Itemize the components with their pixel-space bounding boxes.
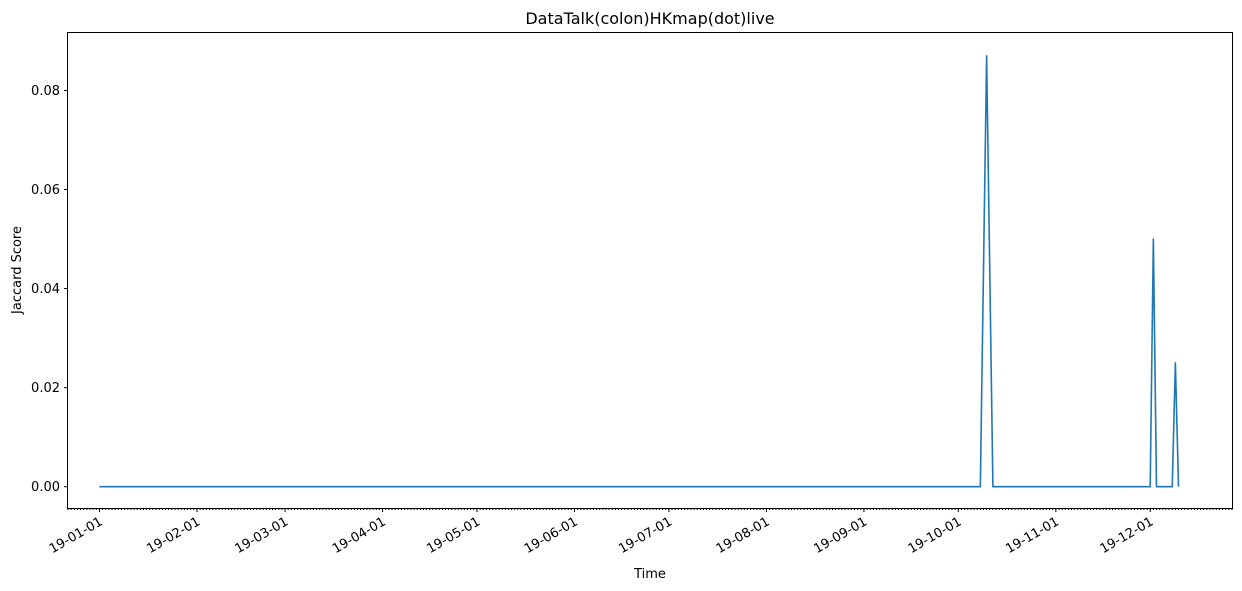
x-tick-label: 19-11-01 <box>1003 514 1062 556</box>
y-tick-label: 0.08 <box>31 84 60 99</box>
x-tick-label: 19-06-01 <box>522 514 581 556</box>
plot-frame <box>67 32 1233 509</box>
x-tick-label: 19-05-01 <box>424 514 483 556</box>
x-tick-label: 19-09-01 <box>811 514 870 556</box>
x-tick-label: 19-10-01 <box>906 514 965 556</box>
series-line <box>99 54 1180 488</box>
x-tick-label: 19-04-01 <box>330 514 389 556</box>
y-axis-ticks: 0.00 0.02 0.04 0.06 0.08 <box>31 84 68 495</box>
y-tick-label: 0.06 <box>31 183 60 198</box>
y-tick-label: 0.04 <box>31 282 60 297</box>
y-tick-label: 0.00 <box>31 480 60 495</box>
y-axis-label: Jaccard Score <box>10 226 25 315</box>
series-layer <box>99 54 1180 488</box>
x-tick-label: 19-12-01 <box>1098 514 1157 556</box>
x-axis-ticks: 19-01-01 19-02-01 19-03-01 19-04-01 19-05-01… <box>47 508 1156 557</box>
x-tick-label: 19-07-01 <box>616 514 675 556</box>
chart-title: DataTalk(colon)HKmap(dot)live <box>525 9 774 28</box>
x-tick-label: 19-01-01 <box>47 514 106 556</box>
y-tick-label: 0.02 <box>31 381 60 396</box>
x-tick-label: 19-02-01 <box>144 514 203 556</box>
x-tick-label: 19-03-01 <box>232 514 291 556</box>
x-axis-label: Time <box>633 567 666 582</box>
x-tick-label: 19-08-01 <box>714 514 773 556</box>
